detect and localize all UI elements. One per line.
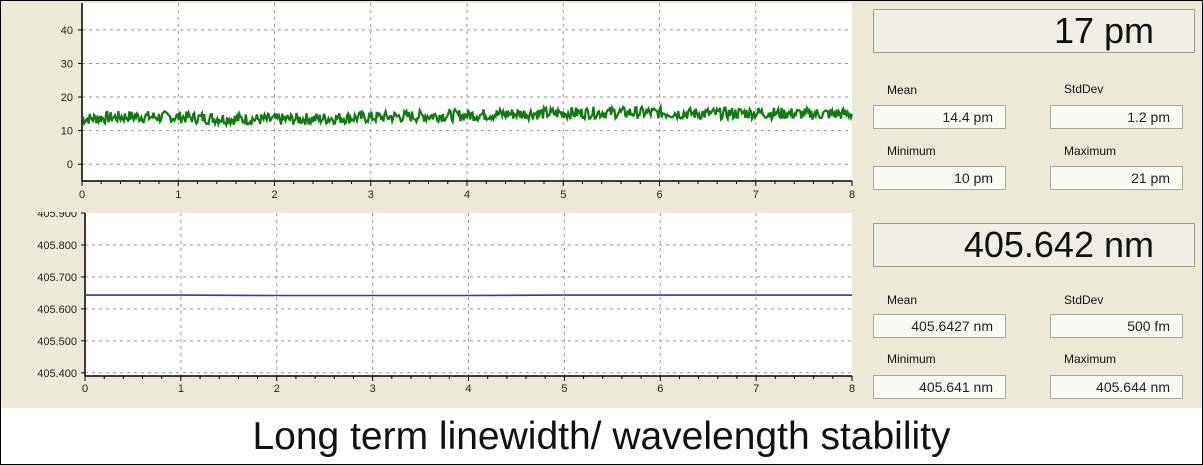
figure-caption: Long term linewidth/ wavelength stabilit… — [252, 415, 951, 458]
y-tick-label: 405.500 — [37, 336, 77, 348]
y-tick-label: 30 — [61, 58, 73, 70]
y-tick-label: 405.900 — [37, 212, 77, 220]
x-tick-label: 6 — [656, 189, 662, 201]
minimum-value-box: 405.641 nm — [873, 375, 1006, 399]
y-tick-label: 405.600 — [37, 304, 77, 316]
x-tick-label: 5 — [561, 383, 567, 395]
minimum-value-box: 10 pm — [873, 166, 1006, 190]
minimum-label: Minimum — [887, 352, 936, 366]
x-tick-label: 1 — [178, 383, 184, 395]
x-tick-label: 4 — [464, 189, 470, 201]
x-tick-label: 7 — [753, 189, 759, 201]
maximum-value-box: 21 pm — [1050, 166, 1183, 190]
maximum-label: Maximum — [1064, 144, 1117, 158]
stddev-value-box: 500 fm — [1050, 314, 1183, 338]
x-tick-label: 3 — [370, 383, 376, 395]
mean-value-box: 405.6427 nm — [873, 314, 1006, 338]
x-tick-label: 1 — [175, 189, 181, 201]
mean-value-box: 14.4 pm — [873, 105, 1006, 129]
mean-label: Mean — [887, 83, 918, 97]
x-tick-label: 6 — [657, 383, 663, 395]
y-tick-label: 405.400 — [37, 368, 77, 380]
x-tick-label: 2 — [274, 383, 280, 395]
y-tick-label: 20 — [61, 92, 73, 104]
stddev-label: StdDev — [1064, 82, 1104, 96]
x-tick-label: 5 — [560, 189, 566, 201]
y-tick-label: 40 — [61, 25, 73, 37]
wavelength-chart: 0 1 2 3 4 5 6 7 8 405.400 405.500 405.600 405.700 405… — [1, 212, 859, 406]
mean-label: Mean — [887, 293, 918, 307]
y-tick-label: 405.700 — [37, 272, 77, 284]
y-tick-label: 0 — [67, 159, 73, 171]
y-tick-label: 405.800 — [37, 240, 77, 252]
x-tick-label: 0 — [79, 189, 85, 201]
wavelength-current-display: 405.642 nm — [873, 223, 1195, 267]
stddev-label: StdDev — [1064, 293, 1104, 307]
linewidth-current-display: 17 pm — [873, 9, 1195, 53]
instrument-screen: 0 1 2 3 4 5 6 7 8 0 10 20 30 40 0 1 2 3 4 5 6 7 8 405.400 405.5… — [1, 1, 1202, 408]
data-series-line — [81, 102, 854, 129]
x-tick-label: 0 — [82, 383, 88, 395]
linewidth-chart: 0 1 2 3 4 5 6 7 8 0 10 20 30 40 — [1, 1, 859, 212]
stddev-value-box: 1.2 pm — [1050, 105, 1183, 129]
x-tick-label: 4 — [465, 383, 471, 395]
x-tick-label: 2 — [271, 189, 277, 201]
maximum-label: Maximum — [1064, 352, 1117, 366]
y-tick-label: 10 — [61, 126, 73, 138]
x-tick-label: 3 — [368, 189, 374, 201]
x-tick-label: 8 — [849, 189, 855, 201]
x-tick-label: 8 — [849, 383, 855, 395]
x-tick-label: 7 — [753, 383, 759, 395]
maximum-value-box: 405.644 nm — [1050, 375, 1183, 399]
minimum-label: Minimum — [887, 144, 936, 158]
